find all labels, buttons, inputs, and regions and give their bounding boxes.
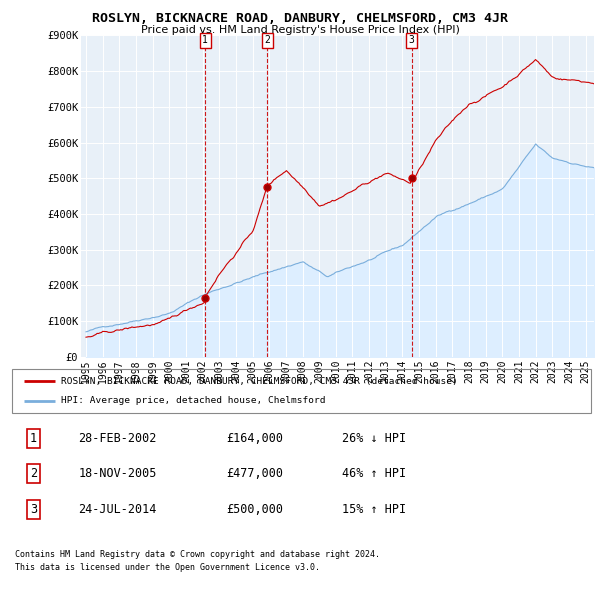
Text: 2: 2 [264,35,270,45]
Text: 15% ↑ HPI: 15% ↑ HPI [342,503,406,516]
Text: 3: 3 [409,35,415,45]
Text: HPI: Average price, detached house, Chelmsford: HPI: Average price, detached house, Chel… [61,396,326,405]
Text: This data is licensed under the Open Government Licence v3.0.: This data is licensed under the Open Gov… [15,563,320,572]
Text: 2: 2 [30,467,37,480]
Text: 3: 3 [30,503,37,516]
Text: 28-FEB-2002: 28-FEB-2002 [79,432,157,445]
Text: 46% ↑ HPI: 46% ↑ HPI [342,467,406,480]
Text: 1: 1 [30,432,37,445]
Text: 18-NOV-2005: 18-NOV-2005 [79,467,157,480]
Text: Price paid vs. HM Land Registry's House Price Index (HPI): Price paid vs. HM Land Registry's House … [140,25,460,35]
Text: ROSLYN, BICKNACRE ROAD, DANBURY, CHELMSFORD, CM3 4JR: ROSLYN, BICKNACRE ROAD, DANBURY, CHELMSF… [92,12,508,25]
Text: 26% ↓ HPI: 26% ↓ HPI [342,432,406,445]
Text: £500,000: £500,000 [226,503,283,516]
Text: 24-JUL-2014: 24-JUL-2014 [79,503,157,516]
Text: Contains HM Land Registry data © Crown copyright and database right 2024.: Contains HM Land Registry data © Crown c… [15,550,380,559]
Text: ROSLYN, BICKNACRE ROAD, DANBURY, CHELMSFORD, CM3 4JR (detached house): ROSLYN, BICKNACRE ROAD, DANBURY, CHELMSF… [61,376,458,386]
Text: £477,000: £477,000 [226,467,283,480]
Text: 1: 1 [202,35,208,45]
Text: £164,000: £164,000 [226,432,283,445]
